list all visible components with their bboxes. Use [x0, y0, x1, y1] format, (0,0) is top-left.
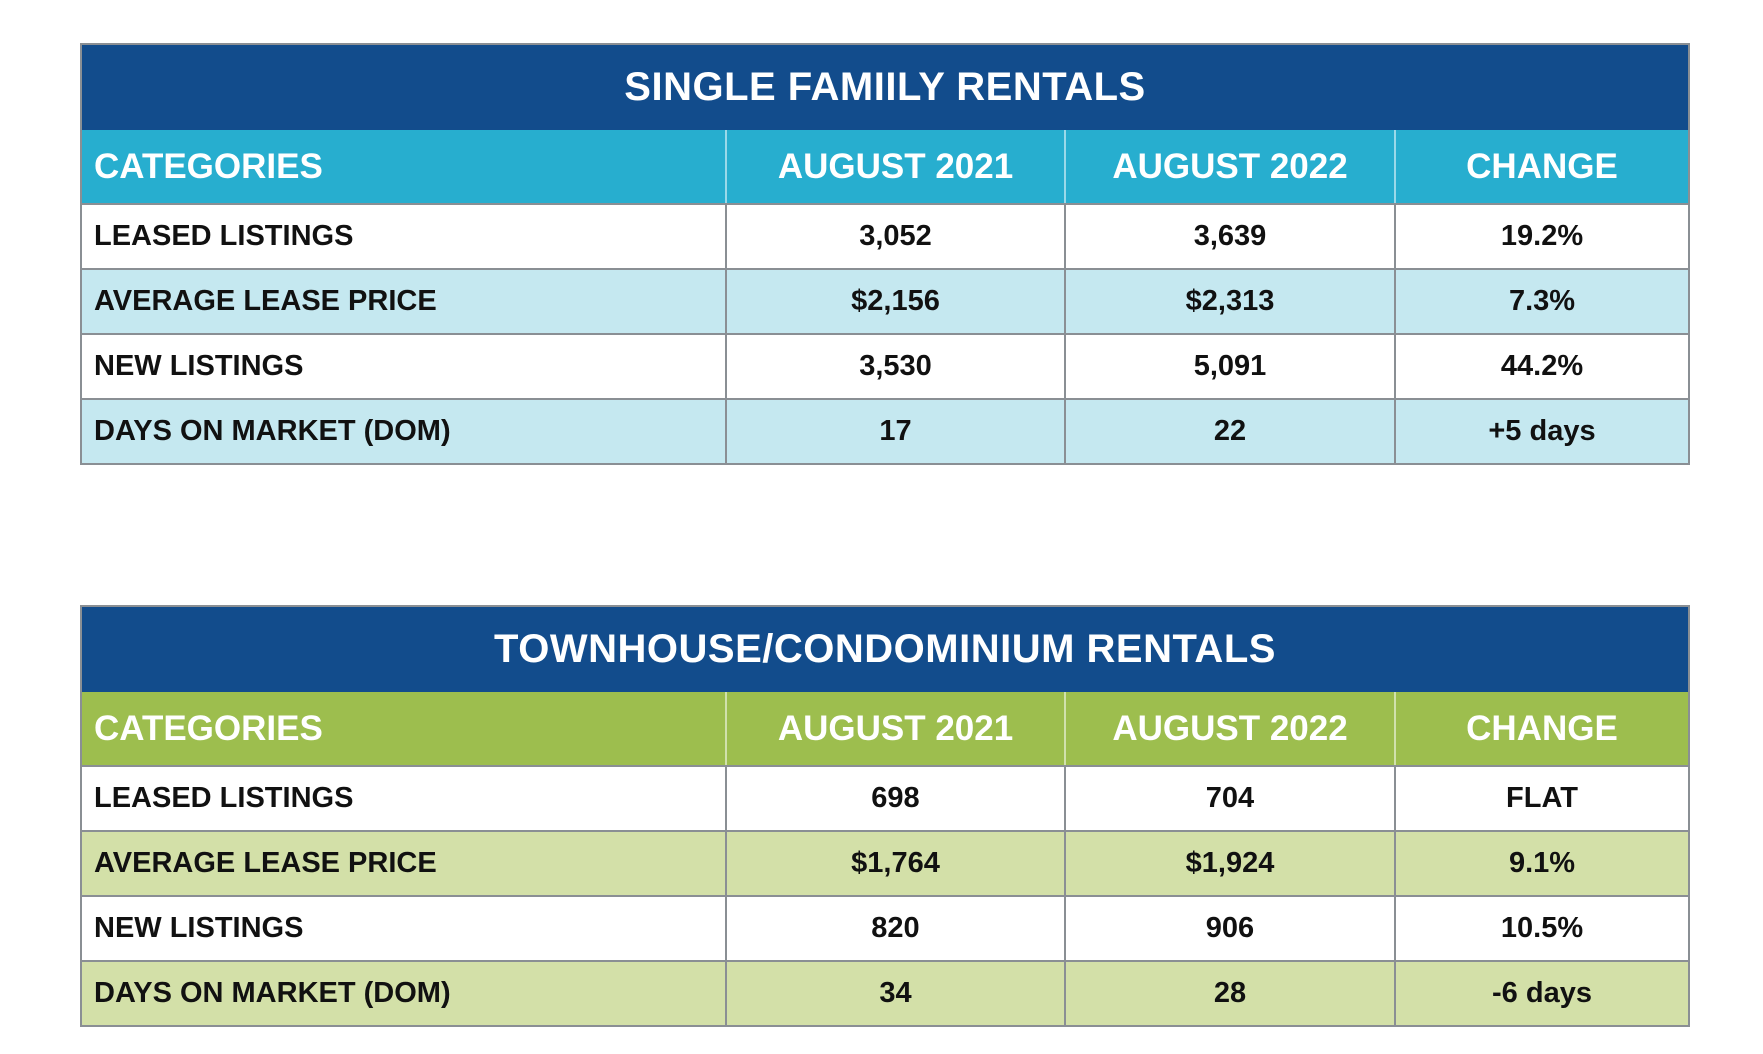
table-cell: 19.2% [1394, 205, 1688, 268]
table-row: AVERAGE LEASE PRICE $1,764 $1,924 9.1% [82, 830, 1688, 895]
table-cell: 34 [725, 962, 1064, 1025]
table-cell: 7.3% [1394, 270, 1688, 333]
table-row: AVERAGE LEASE PRICE $2,156 $2,313 7.3% [82, 268, 1688, 333]
table-cell: $1,764 [725, 832, 1064, 895]
table-cell: -6 days [1394, 962, 1688, 1025]
row-category: DAYS ON MARKET (DOM) [94, 977, 451, 1009]
table-cell: 10.5% [1394, 897, 1688, 960]
row-category: NEW LISTINGS [94, 912, 304, 944]
townhouse-condominium-rentals-table: TOWNHOUSE/CONDOMINIUM RENTALS CATEGORIES A… [80, 605, 1690, 1027]
table-header-row: CATEGORIES AUGUST 2021 AUGUST 2022 CHANGE [82, 692, 1688, 765]
table-cell: 22 [1064, 400, 1394, 463]
row-category: LEASED LISTINGS [94, 782, 354, 814]
single-family-rentals-table: SINGLE FAMIILY RENTALS CATEGORIES AUGUST 2… [80, 43, 1690, 465]
column-header: CATEGORIES [94, 146, 323, 186]
table-cell: 906 [1064, 897, 1394, 960]
table-row: DAYS ON MARKET (DOM) 17 22 +5 days [82, 398, 1688, 463]
table-cell: +5 days [1394, 400, 1688, 463]
table-cell: 698 [725, 767, 1064, 830]
table-cell: 704 [1064, 767, 1394, 830]
table-row: DAYS ON MARKET (DOM) 34 28 -6 days [82, 960, 1688, 1025]
column-header: AUGUST 2022 [1064, 130, 1394, 203]
table-cell: 3,530 [725, 335, 1064, 398]
table-row: NEW LISTINGS 3,530 5,091 44.2% [82, 333, 1688, 398]
column-header: AUGUST 2022 [1064, 692, 1394, 765]
table-cell: 5,091 [1064, 335, 1394, 398]
column-header: CHANGE [1394, 130, 1688, 203]
table-cell: FLAT [1394, 767, 1688, 830]
table-row: NEW LISTINGS 820 906 10.5% [82, 895, 1688, 960]
table-title: TOWNHOUSE/CONDOMINIUM RENTALS [82, 607, 1688, 692]
table-cell: 820 [725, 897, 1064, 960]
table-cell: $2,313 [1064, 270, 1394, 333]
column-header: AUGUST 2021 [725, 130, 1064, 203]
column-header: CHANGE [1394, 692, 1688, 765]
table-cell: $2,156 [725, 270, 1064, 333]
row-category: AVERAGE LEASE PRICE [94, 285, 437, 317]
table-row: LEASED LISTINGS 3,052 3,639 19.2% [82, 203, 1688, 268]
table-row: LEASED LISTINGS 698 704 FLAT [82, 765, 1688, 830]
table-cell: 3,639 [1064, 205, 1394, 268]
table-cell: 28 [1064, 962, 1394, 1025]
table-title: SINGLE FAMIILY RENTALS [82, 45, 1688, 130]
table-cell: 44.2% [1394, 335, 1688, 398]
column-header: CATEGORIES [94, 708, 323, 748]
row-category: DAYS ON MARKET (DOM) [94, 415, 451, 447]
table-cell: 17 [725, 400, 1064, 463]
row-category: LEASED LISTINGS [94, 220, 354, 252]
table-cell: 9.1% [1394, 832, 1688, 895]
table-cell: 3,052 [725, 205, 1064, 268]
row-category: NEW LISTINGS [94, 350, 304, 382]
table-header-row: CATEGORIES AUGUST 2021 AUGUST 2022 CHANGE [82, 130, 1688, 203]
row-category: AVERAGE LEASE PRICE [94, 847, 437, 879]
column-header: AUGUST 2021 [725, 692, 1064, 765]
table-cell: $1,924 [1064, 832, 1394, 895]
